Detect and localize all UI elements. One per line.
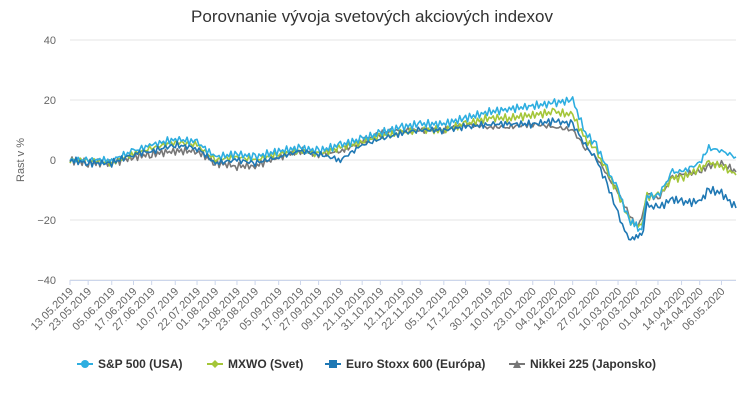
series-line-1 bbox=[69, 107, 737, 228]
legend: S&P 500 (USA) MXWO (Svet) Euro Stoxx 600 (… bbox=[77, 357, 656, 371]
y-axis-ticks: 40 20 0 −20 −40 bbox=[37, 35, 56, 287]
legend-label: Euro Stoxx 600 (Európa) bbox=[346, 357, 485, 371]
series-line-2 bbox=[69, 117, 737, 241]
grid bbox=[70, 39, 736, 281]
legend-marker bbox=[211, 360, 219, 368]
legend-marker bbox=[513, 360, 521, 368]
x-axis: 13.05.201923.05.201905.06.201917.06.2019… bbox=[29, 280, 736, 333]
series-lines bbox=[69, 96, 737, 241]
y-tick-label: −40 bbox=[37, 275, 56, 287]
legend-item-3[interactable]: Nikkei 225 (Japonsko) bbox=[509, 357, 656, 371]
legend-item-0[interactable]: S&P 500 (USA) bbox=[77, 357, 182, 371]
legend-marker bbox=[329, 360, 337, 368]
y-axis-title: Rast v % bbox=[15, 138, 27, 182]
y-tick-label: 20 bbox=[44, 95, 56, 107]
series-line-0 bbox=[69, 96, 737, 232]
series-line-3 bbox=[69, 121, 737, 227]
y-tick-label: −20 bbox=[37, 215, 56, 227]
chart-title: Porovnanie vývoja svetových akciových in… bbox=[191, 7, 553, 26]
legend-label: MXWO (Svet) bbox=[228, 357, 303, 371]
legend-label: Nikkei 225 (Japonsko) bbox=[530, 357, 656, 371]
legend-item-2[interactable]: Euro Stoxx 600 (Európa) bbox=[325, 357, 485, 371]
legend-label: S&P 500 (USA) bbox=[98, 357, 182, 371]
y-tick-label: 0 bbox=[50, 155, 56, 167]
legend-marker bbox=[81, 360, 89, 368]
legend-item-1[interactable]: MXWO (Svet) bbox=[207, 357, 303, 371]
y-tick-label: 40 bbox=[44, 35, 56, 47]
